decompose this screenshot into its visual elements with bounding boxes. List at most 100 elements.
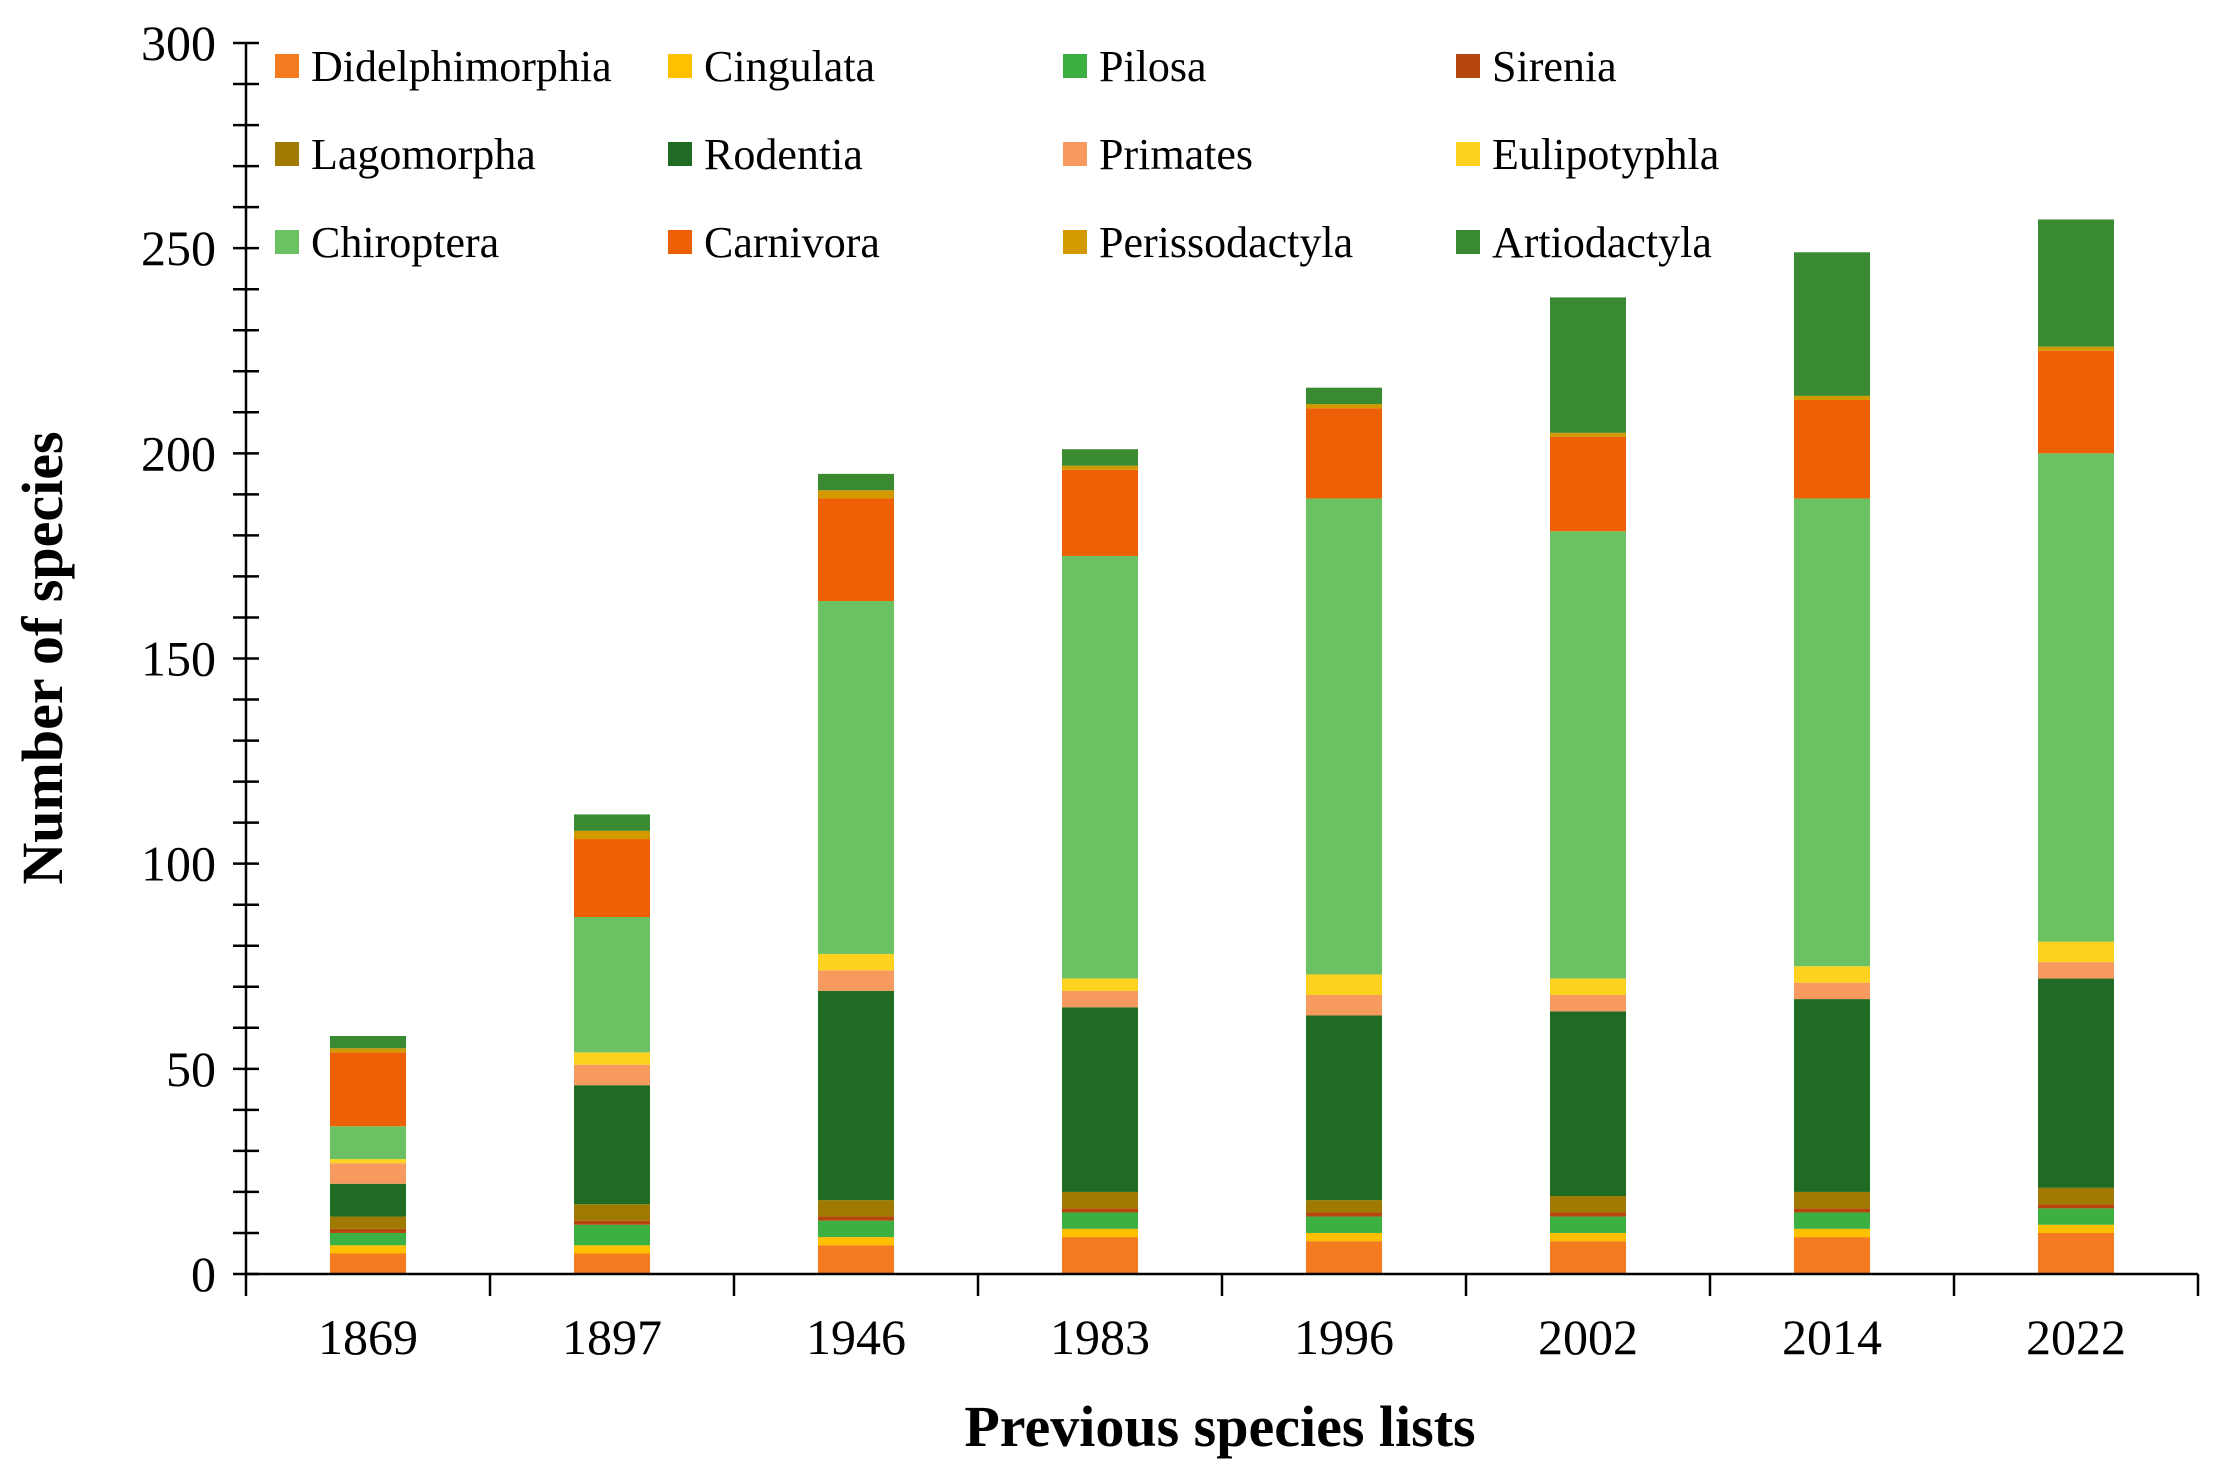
x-tick-label-2014: 2014 (1782, 1309, 1882, 1365)
bar-segment-primates-1869 (330, 1163, 406, 1184)
bar-segment-cingulata-1869 (330, 1245, 406, 1254)
bars-layer (330, 219, 2114, 1274)
bar-stack-1869 (330, 1036, 406, 1274)
y-tick-label: 150 (141, 631, 216, 687)
legend-item-sirenia: Sirenia (1456, 42, 1617, 91)
legend-swatch (668, 54, 692, 78)
legend-swatch (1456, 230, 1480, 254)
bar-segment-carnivora-2014 (1794, 399, 1870, 499)
bar-segment-rodentia-2022 (2038, 978, 2114, 1188)
legend-label: Chiroptera (311, 218, 499, 267)
bar-segment-carnivora-1897 (574, 839, 650, 918)
legend-item-didelphimorphia: Didelphimorphia (275, 42, 612, 91)
bar-segment-cingulata-2022 (2038, 1224, 2114, 1233)
bar-segment-sirenia-1946 (818, 1216, 894, 1221)
y-tick-label: 100 (141, 836, 216, 892)
bar-segment-didelphimorphia-1897 (574, 1253, 650, 1274)
legend-swatch (1063, 54, 1087, 78)
bar-stack-2002 (1550, 297, 1626, 1274)
bar-segment-lagomorpha-1869 (330, 1216, 406, 1229)
bar-segment-eulipotyphla-1897 (574, 1052, 650, 1065)
bar-segment-eulipotyphla-1983 (1062, 978, 1138, 991)
bar-segment-chiroptera-2022 (2038, 453, 2114, 942)
bar-segment-sirenia-2022 (2038, 1204, 2114, 1209)
bar-segment-pilosa-1983 (1062, 1212, 1138, 1229)
legend-swatch (668, 230, 692, 254)
bar-segment-didelphimorphia-1983 (1062, 1237, 1138, 1274)
bar-stack-2022 (2038, 219, 2114, 1274)
bar-segment-perissodactyla-1946 (818, 490, 894, 499)
x-tick-label-1897: 1897 (562, 1309, 662, 1365)
legend-item-eulipotyphla: Eulipotyphla (1456, 130, 1719, 179)
legend-label: Primates (1099, 130, 1253, 179)
bar-segment-primates-2014 (1794, 982, 1870, 1000)
bar-segment-chiroptera-1996 (1306, 498, 1382, 975)
legend-label: Cingulata (704, 42, 875, 91)
bar-segment-cingulata-1983 (1062, 1228, 1138, 1238)
bar-segment-sirenia-2014 (1794, 1208, 1870, 1213)
bar-segment-lagomorpha-1983 (1062, 1191, 1138, 1209)
legend-item-perissodactyla: Perissodactyla (1063, 218, 1353, 267)
bar-segment-cingulata-2002 (1550, 1232, 1626, 1242)
legend-item-rodentia: Rodentia (668, 130, 863, 179)
axes-layer: 0 50 100 150 200 250 300 1869 1897 1946 1983 1996 2… (141, 15, 2200, 1365)
bar-stack-1897 (574, 814, 650, 1274)
x-ticks: 1869 1897 1946 1983 1996 2002 2014 2022 (244, 1274, 2200, 1365)
bar-segment-carnivora-2022 (2038, 350, 2114, 454)
bar-segment-rodentia-1946 (818, 990, 894, 1201)
bar-segment-pilosa-1996 (1306, 1216, 1382, 1233)
bar-segment-rodentia-2002 (1550, 1011, 1626, 1197)
bar-segment-didelphimorphia-2022 (2038, 1232, 2114, 1274)
bar-segment-carnivora-1996 (1306, 408, 1382, 499)
bar-segment-primates-2022 (2038, 962, 2114, 979)
legend: Didelphimorphia Cingulata Pilosa Sirenia Lag… (275, 42, 1719, 267)
x-tick-label-1869: 1869 (318, 1309, 418, 1365)
y-tick-label: 300 (141, 15, 216, 71)
bar-segment-didelphimorphia-2002 (1550, 1241, 1626, 1274)
legend-label: Perissodactyla (1099, 218, 1353, 267)
bar-segment-primates-2002 (1550, 994, 1626, 1012)
bar-segment-perissodactyla-1897 (574, 830, 650, 840)
bar-stack-1983 (1062, 449, 1138, 1274)
bar-segment-primates-1996 (1306, 994, 1382, 1016)
legend-label: Sirenia (1492, 42, 1617, 91)
bar-segment-cingulata-1897 (574, 1245, 650, 1254)
bar-segment-lagomorpha-1946 (818, 1200, 894, 1217)
bar-segment-rodentia-2014 (1794, 999, 1870, 1192)
x-tick-label-2022: 2022 (2026, 1309, 2126, 1365)
bar-segment-perissodactyla-2002 (1550, 432, 1626, 437)
bar-segment-pilosa-1897 (574, 1224, 650, 1246)
bar-segment-cingulata-1946 (818, 1237, 894, 1246)
legend-label: Rodentia (704, 130, 863, 179)
x-tick-label-1946: 1946 (806, 1309, 906, 1365)
legend-label: Lagomorpha (311, 130, 536, 179)
bar-segment-chiroptera-1946 (818, 601, 894, 954)
bar-segment-cingulata-2014 (1794, 1228, 1870, 1238)
bar-segment-didelphimorphia-1946 (818, 1245, 894, 1274)
bar-segment-pilosa-2014 (1794, 1212, 1870, 1229)
bar-segment-sirenia-1996 (1306, 1212, 1382, 1217)
bar-segment-artiodactyla-2022 (2038, 219, 2114, 347)
bar-segment-lagomorpha-2022 (2038, 1187, 2114, 1205)
bar-segment-perissodactyla-1869 (330, 1048, 406, 1053)
legend-item-cingulata: Cingulata (668, 42, 875, 91)
bar-segment-carnivora-1983 (1062, 469, 1138, 556)
y-tick-label: 250 (141, 220, 216, 276)
bar-segment-pilosa-2002 (1550, 1216, 1626, 1233)
y-tick-label: 0 (191, 1246, 216, 1302)
bar-segment-pilosa-1946 (818, 1220, 894, 1238)
bar-segment-sirenia-1897 (574, 1220, 650, 1225)
bar-segment-pilosa-1869 (330, 1232, 406, 1246)
bar-segment-rodentia-1983 (1062, 1007, 1138, 1192)
legend-item-lagomorpha: Lagomorpha (275, 130, 536, 179)
bar-segment-eulipotyphla-1996 (1306, 974, 1382, 995)
bar-segment-primates-1983 (1062, 990, 1138, 1008)
bar-segment-rodentia-1869 (330, 1183, 406, 1217)
legend-label: Eulipotyphla (1492, 130, 1719, 179)
bar-segment-eulipotyphla-1946 (818, 953, 894, 971)
y-ticks: 0 50 100 150 200 250 300 (141, 15, 259, 1302)
x-axis-title: Previous species lists (964, 1394, 1475, 1459)
legend-swatch (1063, 230, 1087, 254)
bar-segment-pilosa-2022 (2038, 1208, 2114, 1225)
